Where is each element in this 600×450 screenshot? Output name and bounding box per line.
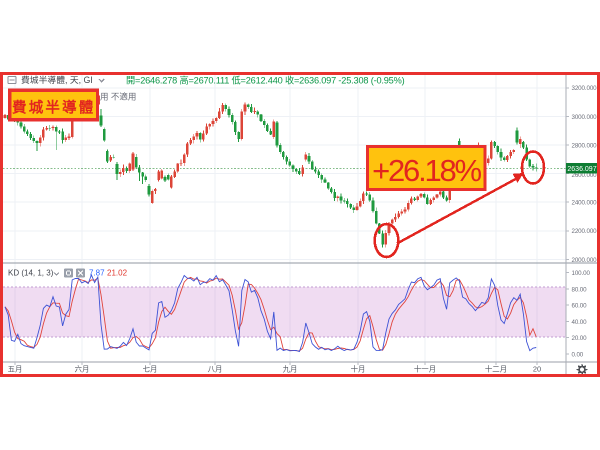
svg-text:費城半導體: 費城半導體	[12, 99, 96, 117]
svg-text:2800.000: 2800.000	[572, 142, 598, 149]
svg-text:開=2646.278 高=2670.111 低=2612: 開=2646.278 高=2670.111 低=2612.440 收=2636.…	[126, 75, 405, 86]
svg-text:2400.000: 2400.000	[572, 200, 598, 207]
svg-text:2000.000: 2000.000	[572, 257, 598, 264]
svg-text:60.00: 60.00	[572, 303, 588, 310]
svg-text:20: 20	[533, 365, 541, 374]
svg-text:80.00: 80.00	[572, 286, 588, 293]
svg-text:六月: 六月	[75, 365, 90, 374]
svg-text:七月: 七月	[143, 365, 158, 374]
svg-text:2200.000: 2200.000	[572, 228, 598, 235]
svg-text:用 不適用: 用 不適用	[100, 91, 136, 101]
svg-text:0.00: 0.00	[572, 351, 584, 358]
svg-text:3200.000: 3200.000	[572, 85, 598, 92]
svg-text:+26.18%: +26.18%	[372, 153, 481, 188]
svg-text:九月: 九月	[283, 365, 298, 374]
svg-text:2600.000: 2600.000	[572, 172, 598, 179]
svg-text:十二月: 十二月	[485, 365, 507, 374]
svg-text:7.87: 7.87	[89, 269, 105, 278]
svg-text:KD (14, 1, 3): KD (14, 1, 3)	[8, 269, 54, 278]
svg-text:費城半導體, 天, GI: 費城半導體, 天, GI	[21, 74, 93, 85]
svg-text:40.00: 40.00	[572, 319, 588, 326]
svg-text:21.02: 21.02	[107, 269, 128, 278]
svg-text:100.00: 100.00	[572, 270, 591, 277]
svg-text:十一月: 十一月	[414, 365, 436, 374]
svg-text:20.00: 20.00	[572, 335, 588, 342]
svg-text:八月: 八月	[208, 365, 223, 374]
svg-text:3000.000: 3000.000	[572, 114, 598, 121]
svg-text:2636.097: 2636.097	[567, 166, 596, 173]
svg-text:五月: 五月	[8, 365, 23, 374]
svg-text:十月: 十月	[351, 365, 366, 374]
